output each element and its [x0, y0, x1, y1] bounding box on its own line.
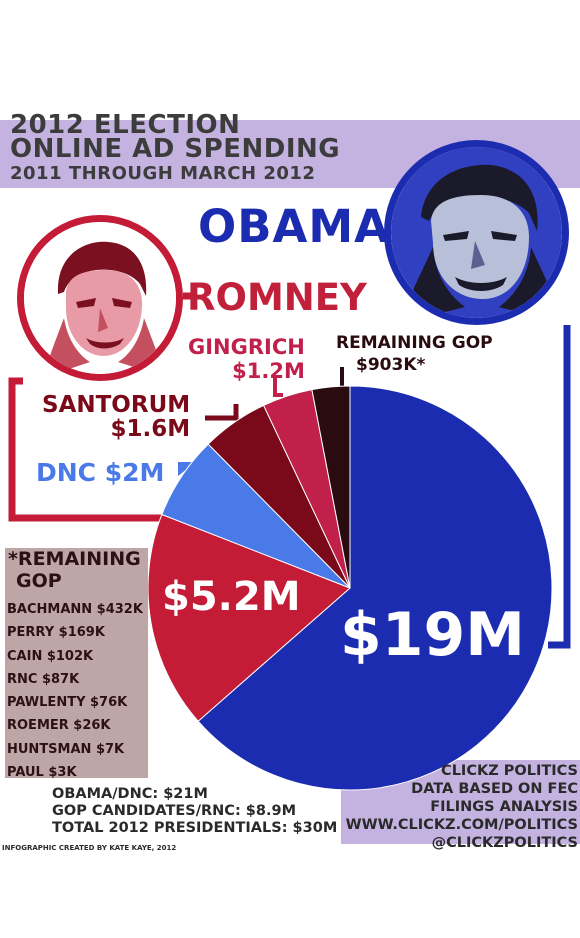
obama-portrait [384, 140, 569, 325]
gingrich-name: GINGRICH [188, 335, 305, 359]
source-line-3: FILINGS ANALYSIS [430, 799, 578, 815]
remaining-gop-title-line1: *REMAINING [8, 548, 141, 570]
obama-name: OBAMA [198, 200, 390, 253]
title-line-1: 2012 ELECTION [10, 110, 241, 140]
remaining-gop-name: REMAINING GOP [336, 333, 493, 353]
remaining-gop-list: BACHMANN $432K PERRY $169K CAIN $102K RN… [7, 598, 143, 784]
santorum-connector [205, 404, 239, 421]
remaining-gop-title: *REMAINING GOP [8, 548, 141, 592]
totals-line-1: OBAMA/DNC: $21M [52, 786, 208, 802]
romney-portrait [17, 215, 183, 381]
santorum-name: SANTORUM [42, 392, 191, 418]
obama-connector [548, 325, 571, 649]
totals-line-3: TOTAL 2012 PRESIDENTIALS: $30M [52, 820, 338, 836]
source-line-4: WWW.CLICKZ.COM/POLITICS [345, 817, 578, 833]
list-item: PAWLENTY $76K [7, 695, 128, 711]
gingrich-value: $1.2M [232, 359, 305, 383]
list-item: CAIN $102K [7, 648, 94, 664]
title-line-2: ONLINE AD SPENDING [10, 134, 341, 164]
santorum-value: $1.6M [110, 416, 191, 442]
remaining-gop-box [5, 548, 148, 778]
romney-name: ROMNEY [187, 276, 367, 319]
list-item: ROEMER $26K [7, 718, 111, 734]
santorum-label: SANTORUM $1.6M [42, 393, 190, 441]
gingrich-connector [273, 378, 283, 397]
title-line-3: 2011 THROUGH MARCH 2012 [10, 163, 316, 184]
totals: OBAMA/DNC: $21M GOP CANDIDATES/RNC: $8.9… [52, 786, 337, 837]
source-line-5: @CLICKZPOLITICS [431, 835, 578, 851]
remaining-gop-label: REMAINING GOP $903K* [336, 332, 493, 376]
pie-slice-remaining-gop [311, 385, 351, 589]
list-item: PERRY $169K [7, 625, 105, 641]
remaining-gop-title-line2: GOP [16, 570, 62, 592]
credit: INFOGRAPHIC CREATED BY KATE KAYE, 2012 [2, 844, 177, 852]
dnc-label: DNC $2M [36, 458, 165, 487]
source: CLICKZ POLITICS DATA BASED ON FEC FILING… [346, 762, 578, 852]
source-line-2: DATA BASED ON FEC [411, 781, 578, 797]
pie-slice-romney [147, 513, 351, 722]
gingrich-label: GINGRICH $1.2M [188, 335, 305, 383]
source-line-1: CLICKZ POLITICS [441, 763, 578, 779]
list-item: BACHMANN $432K [7, 602, 143, 617]
romney-slice-value: $5.2M [162, 574, 301, 620]
list-item: PAUL $3K [7, 765, 77, 781]
romney-connector [8, 377, 172, 522]
list-item: HUNTSMAN $7K [7, 741, 125, 757]
obama-slice-value: $19M [340, 600, 525, 670]
remaining-gop-value: $903K* [356, 355, 426, 375]
totals-line-2: GOP CANDIDATES/RNC: $8.9M [52, 803, 296, 819]
pie-slice-obama [197, 385, 553, 791]
list-item: RNC $87K [7, 671, 80, 687]
